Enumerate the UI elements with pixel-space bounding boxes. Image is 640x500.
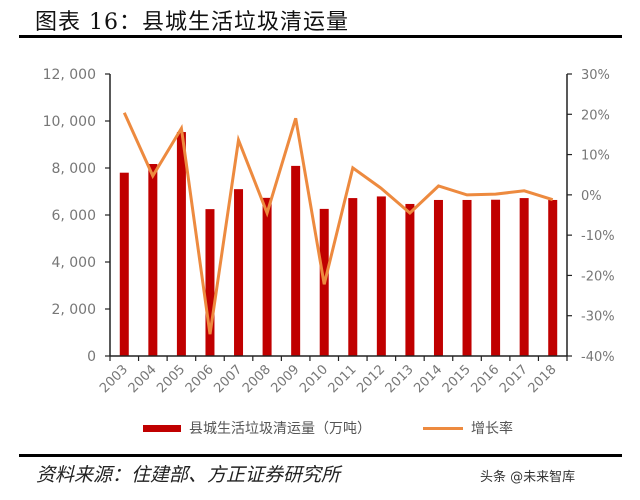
right-tick-label: -40% — [581, 350, 615, 365]
legend-item-growth: 增长率 — [423, 418, 513, 438]
bar-2017 — [519, 198, 529, 356]
x-tick-label: 2007 — [211, 362, 245, 396]
bar-2014 — [433, 199, 443, 356]
x-tick-label: 2016 — [468, 362, 502, 396]
watermark: 头条 @未来智库 — [480, 470, 576, 485]
growth-line-series — [122, 112, 554, 335]
x-tick-label: 2003 — [97, 362, 131, 396]
right-tick-label: 10% — [581, 149, 610, 164]
bar-2016 — [491, 199, 501, 356]
legend-bar-swatch — [143, 424, 181, 432]
bar-2003 — [119, 172, 129, 356]
x-tick-label: 2010 — [297, 362, 331, 396]
x-tick-label: 2014 — [411, 362, 445, 396]
legend-line-swatch — [423, 426, 463, 430]
x-tick-label: 2015 — [440, 362, 474, 396]
right-tick-label: 20% — [581, 108, 610, 123]
legend-item-volume: 县城生活垃圾清运量（万吨） — [143, 418, 371, 438]
bar-2018 — [548, 199, 558, 356]
left-tick-label: 8, 000 — [51, 161, 96, 177]
top-rule — [19, 35, 622, 38]
bar-2007 — [234, 189, 244, 356]
figure-title: 图表 16：县城生活垃圾清运量 — [35, 10, 349, 35]
bar-2012 — [376, 196, 386, 356]
source-note: 资料来源：住建部、方正证券研究所 — [36, 464, 341, 486]
left-tick-label: 10, 000 — [43, 114, 96, 130]
right-tick-label: -10% — [581, 229, 615, 244]
x-tick-label: 2005 — [154, 362, 188, 396]
left-tick-label: 6, 000 — [51, 208, 96, 224]
growth-line — [122, 112, 554, 335]
bar-2015 — [462, 199, 472, 356]
x-tick-label: 2017 — [497, 362, 531, 396]
bar-2006 — [205, 209, 215, 356]
legend: 县城生活垃圾清运量（万吨） 增长率 — [143, 418, 565, 438]
left-tick-label: 2, 000 — [51, 302, 96, 318]
right-tick-label: -20% — [581, 269, 615, 284]
x-tick-label: 2012 — [354, 362, 388, 396]
x-tick-label: 2004 — [126, 362, 160, 396]
bar-2011 — [348, 198, 358, 356]
bar-2013 — [405, 203, 415, 356]
x-tick-label: 2011 — [326, 362, 360, 396]
legend-bar-label: 县城生活垃圾清运量（万吨） — [189, 421, 371, 437]
chart: 0 2, 000 4, 000 6, 000 8, 000 10, 000 12, 000 -… — [43, 67, 615, 396]
bar-2005 — [176, 132, 186, 356]
bottom-rule — [19, 454, 622, 457]
bar-2009 — [291, 165, 301, 356]
left-tick-label: 4, 000 — [51, 255, 96, 271]
x-tick-label: 2006 — [183, 362, 217, 396]
right-tick-label: 0% — [581, 189, 602, 204]
legend-line-label: 增长率 — [471, 421, 513, 437]
bar-2004 — [148, 164, 158, 356]
x-tick-label: 2009 — [268, 362, 302, 396]
right-tick-label: 30% — [581, 68, 610, 83]
left-tick-label: 0 — [87, 349, 96, 365]
x-tick-label: 2013 — [383, 362, 417, 396]
left-tick-label: 12, 000 — [43, 67, 96, 83]
right-tick-label: -30% — [581, 310, 615, 325]
x-tick-label: 2018 — [526, 362, 560, 396]
x-tick-label: 2008 — [240, 362, 274, 396]
bar-2008 — [262, 197, 272, 356]
bar-series — [119, 132, 558, 356]
